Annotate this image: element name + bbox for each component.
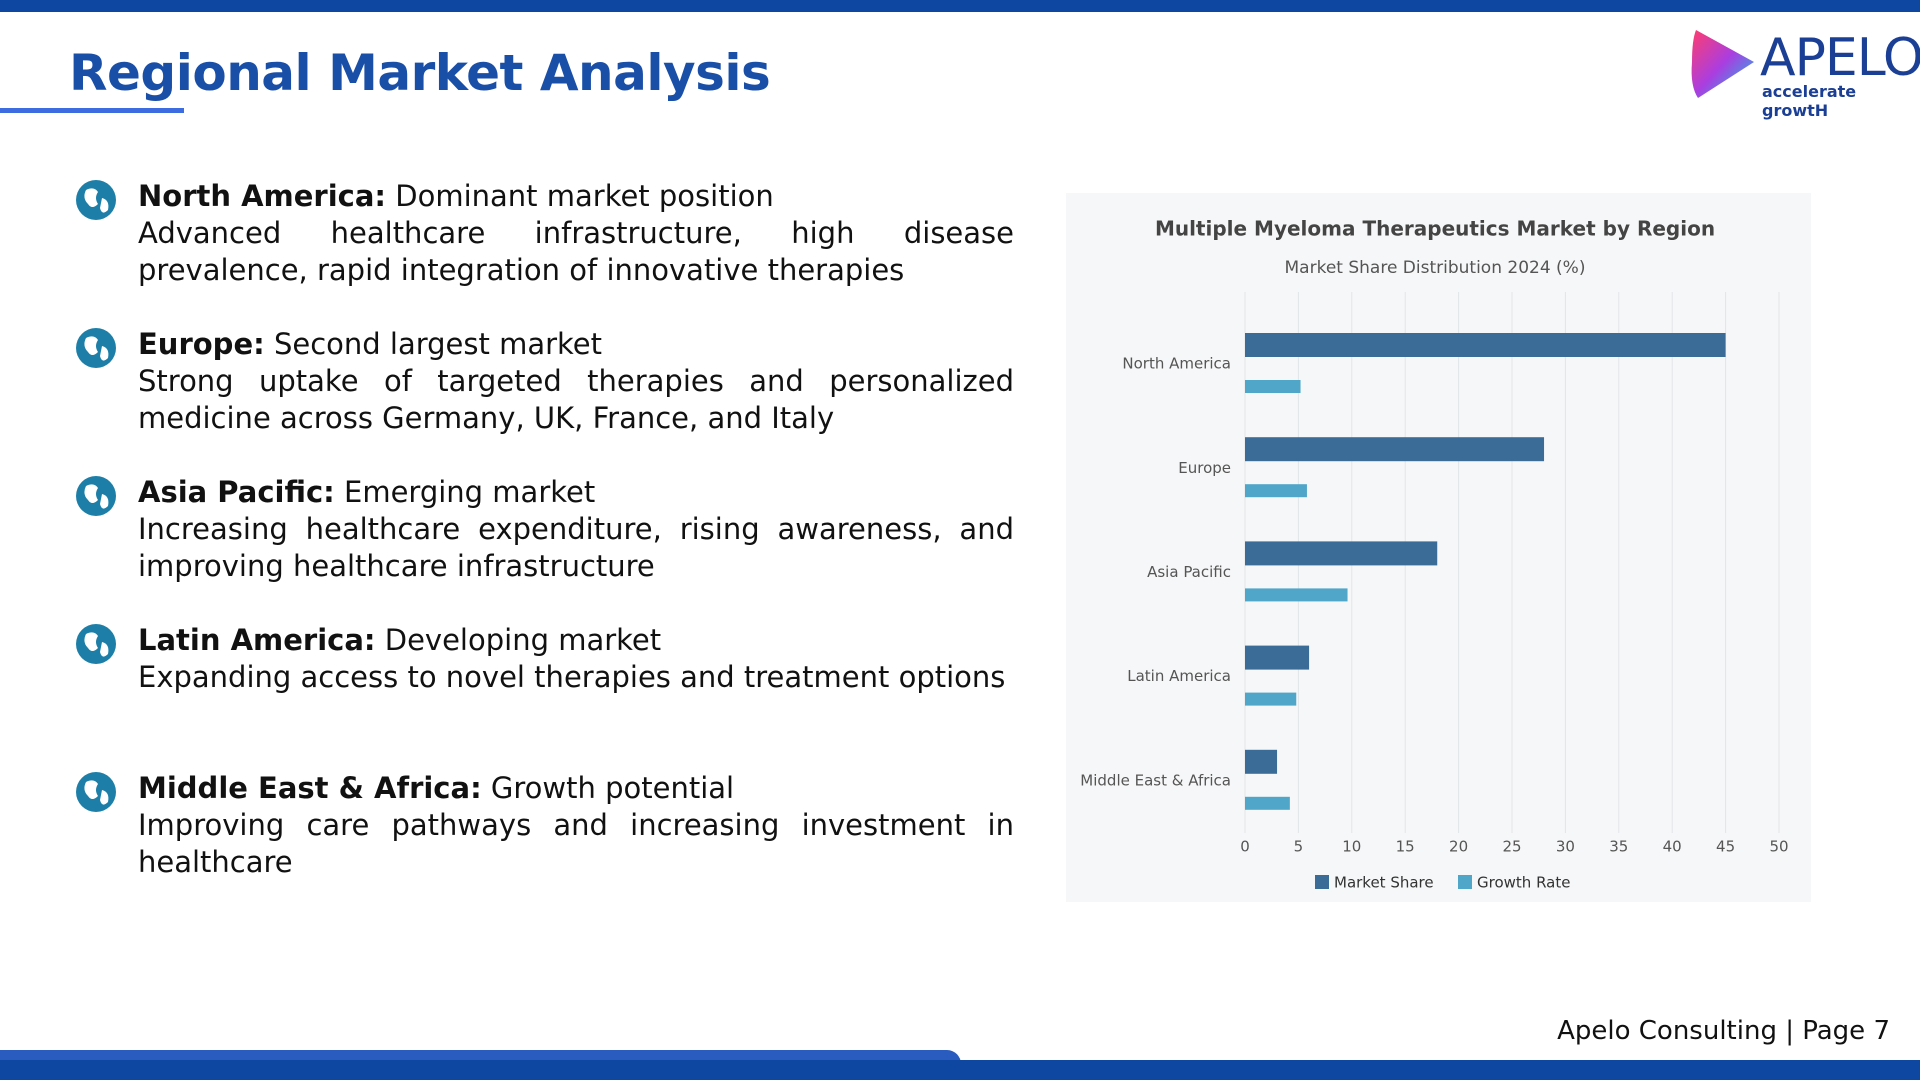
y-tick-label: Middle East & Africa (1080, 771, 1231, 789)
region-text: Asia Pacific: Emerging market Increasing … (138, 474, 1014, 585)
region-name: Asia Pacific: (138, 475, 335, 509)
y-tick-label: Europe (1178, 459, 1231, 477)
bar (1245, 380, 1301, 393)
region-item: Middle East & Africa: Growth potential Im… (74, 770, 1014, 881)
x-tick-label: 30 (1556, 838, 1575, 856)
logo-name: APELO (1760, 28, 1920, 88)
region-details: Improving care pathways and increasing i… (138, 808, 1014, 879)
region-summary: Emerging market (344, 475, 596, 509)
region-text: Europe: Second largest market Strong upta… (138, 326, 1014, 437)
globe-icon (76, 772, 116, 812)
top-bar (0, 0, 1920, 12)
region-name: Middle East & Africa: (138, 771, 482, 805)
chart-title: Multiple Myeloma Therapeutics Market by … (1155, 217, 1715, 241)
globe-icon (76, 328, 116, 368)
y-tick-label: North America (1122, 355, 1231, 373)
region-details: Advanced healthcare infrastructure, high… (138, 216, 1014, 287)
chart-subtitle: Market Share Distribution 2024 (%) (1285, 258, 1586, 278)
x-tick-label: 25 (1502, 838, 1521, 856)
slide-title: Regional Market Analysis (69, 44, 771, 102)
region-name: Latin America: (138, 623, 376, 657)
x-tick-label: 10 (1342, 838, 1361, 856)
region-summary: Growth potential (490, 771, 735, 805)
bar (1245, 541, 1438, 566)
globe-icon (76, 476, 116, 516)
region-text: Middle East & Africa: Growth potential Im… (138, 770, 1014, 881)
legend-swatch (1458, 875, 1472, 889)
bar (1245, 796, 1290, 810)
region-item: Latin America: Developing market Expandin… (74, 622, 1014, 696)
region-summary: Second largest market (273, 327, 602, 361)
bar (1245, 588, 1348, 602)
x-tick-label: 40 (1663, 838, 1682, 856)
logo-tagline: accelerate growtH (1762, 82, 1857, 120)
x-tick-label: 35 (1609, 838, 1628, 856)
region-item: Europe: Second largest market Strong upta… (74, 326, 1014, 437)
bottom-bar (0, 1060, 1920, 1080)
region-name: Europe: (138, 327, 265, 361)
bar (1245, 692, 1297, 706)
globe-icon (76, 180, 116, 220)
x-tick-label: 5 (1294, 838, 1304, 856)
bar (1245, 484, 1307, 498)
title-accent (0, 108, 184, 113)
region-item: Asia Pacific: Emerging market Increasing … (74, 474, 1014, 585)
legend-label: Growth Rate (1477, 874, 1570, 892)
region-text: Latin America: Developing market Expandin… (138, 622, 1014, 696)
x-tick-label: 0 (1240, 838, 1250, 856)
bar (1245, 437, 1545, 462)
bar (1245, 333, 1726, 357)
logo: APELO accelerate growtH (1688, 26, 1920, 120)
chart: Multiple Myeloma Therapeutics Market by … (1080, 217, 1788, 892)
chart-panel: Multiple Myeloma Therapeutics Market by … (1066, 193, 1811, 902)
region-details: Strong uptake of targeted therapies and … (138, 364, 1014, 435)
region-details: Expanding access to novel therapies and … (138, 660, 1006, 694)
region-details: Increasing healthcare expenditure, risin… (138, 512, 1014, 583)
region-text: North America: Dominant market position A… (138, 178, 1014, 289)
y-tick-label: Latin America (1127, 667, 1231, 685)
legend-swatch (1315, 875, 1329, 889)
region-name: North America: (138, 179, 387, 213)
logo-icon (1691, 30, 1754, 98)
x-tick-label: 45 (1716, 838, 1735, 856)
x-tick-label: 20 (1449, 838, 1468, 856)
bar (1245, 645, 1310, 670)
region-summary: Developing market (384, 623, 662, 657)
globe-icon (76, 624, 116, 664)
region-summary: Dominant market position (395, 179, 774, 213)
x-tick-label: 50 (1769, 838, 1788, 856)
legend-label: Market Share (1334, 874, 1434, 892)
bar (1245, 749, 1278, 774)
x-tick-label: 15 (1396, 838, 1415, 856)
region-item: North America: Dominant market position A… (74, 178, 1014, 289)
footer-text: Apelo Consulting | Page 7 (1557, 1016, 1890, 1046)
y-tick-label: Asia Pacific (1147, 563, 1231, 581)
